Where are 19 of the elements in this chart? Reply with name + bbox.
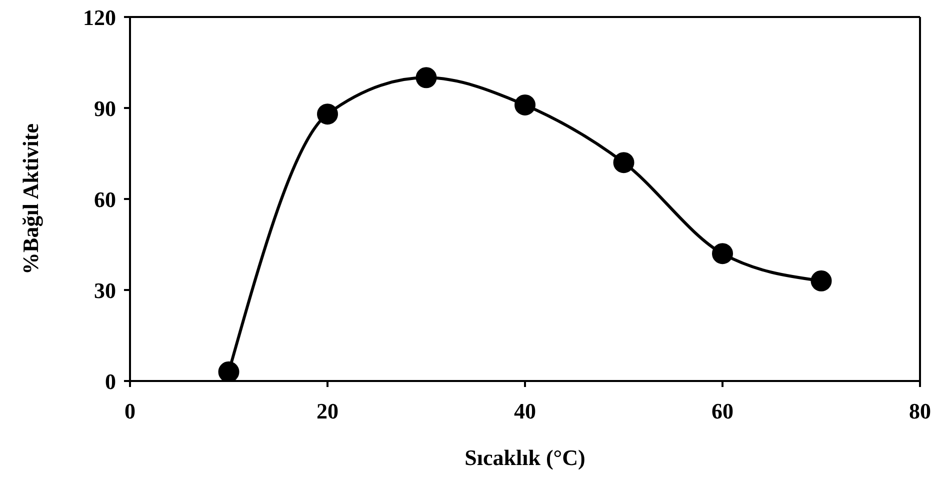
y-tick-label: 0 — [105, 368, 116, 394]
y-tick-label: 60 — [94, 186, 116, 212]
x-tick-label: 60 — [712, 398, 734, 424]
point — [613, 152, 634, 174]
x-tick-label: 20 — [316, 398, 338, 424]
x-tick-label: 0 — [124, 398, 136, 424]
point — [712, 243, 733, 264]
point — [218, 361, 240, 381]
y-axis-title: %Bağıl Aktivite — [18, 123, 43, 274]
point — [317, 104, 338, 125]
x-tick-label: 40 — [514, 398, 536, 424]
y-tick-label: 120 — [83, 4, 116, 30]
x-tick-label: 80 — [909, 398, 931, 424]
point — [416, 67, 437, 88]
y-tick-label: 30 — [94, 278, 116, 303]
point — [514, 94, 536, 116]
point — [810, 270, 832, 292]
x-axis-title: Sıcaklık (°C) — [464, 445, 586, 470]
y-tick-label: 90 — [94, 96, 116, 121]
